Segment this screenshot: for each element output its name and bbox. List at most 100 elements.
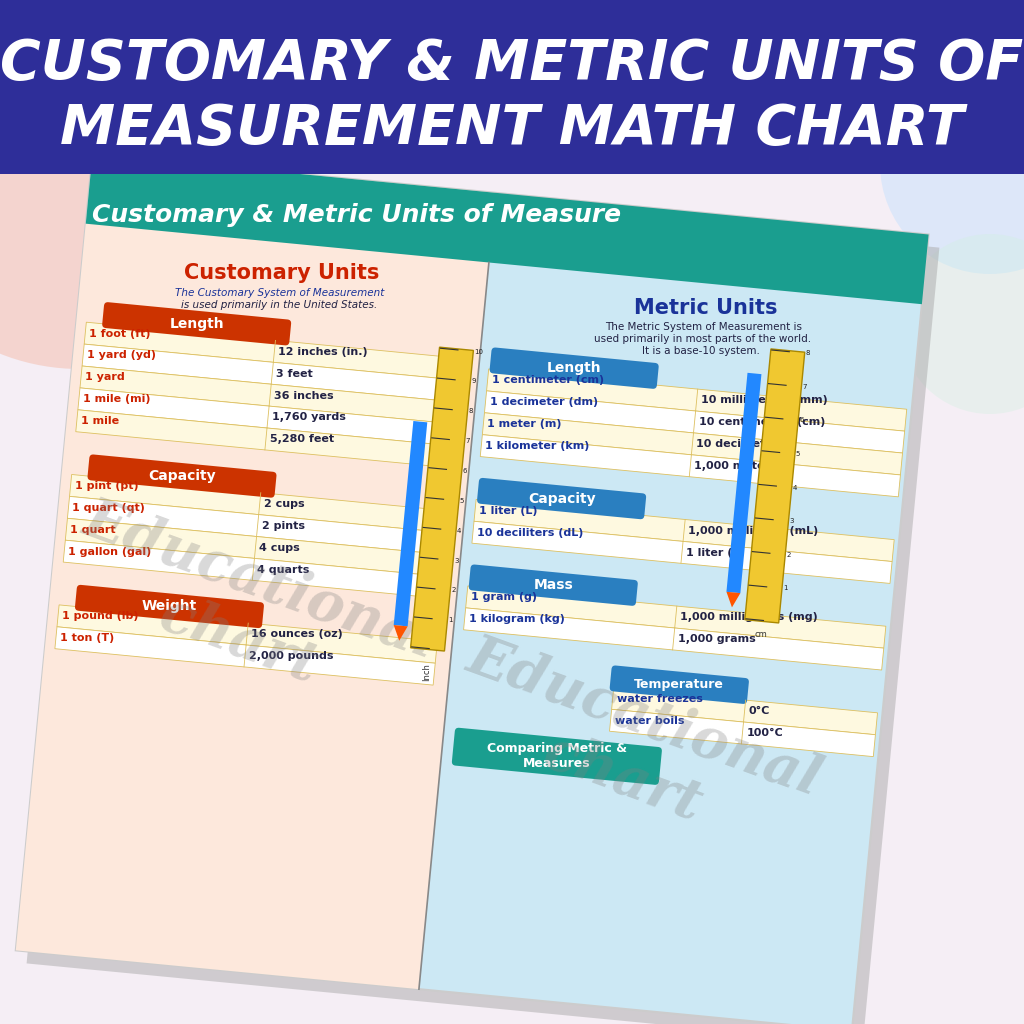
Text: Customary Units: Customary Units xyxy=(184,263,380,283)
Polygon shape xyxy=(393,625,408,641)
Text: 1 meter (m): 1 meter (m) xyxy=(487,419,562,429)
Text: 1 mile (mi): 1 mile (mi) xyxy=(83,394,151,404)
Text: 36 inches: 36 inches xyxy=(274,390,334,400)
FancyBboxPatch shape xyxy=(480,434,900,497)
Text: 7: 7 xyxy=(803,384,807,390)
FancyBboxPatch shape xyxy=(86,154,929,304)
FancyBboxPatch shape xyxy=(78,388,459,446)
FancyBboxPatch shape xyxy=(472,521,892,584)
Text: 1,000 meters: 1,000 meters xyxy=(694,461,777,471)
FancyBboxPatch shape xyxy=(55,627,435,685)
Text: 1 gram (g): 1 gram (g) xyxy=(471,592,537,602)
Text: 1 yard: 1 yard xyxy=(85,373,125,382)
Text: 16 ounces (oz): 16 ounces (oz) xyxy=(251,630,343,639)
Text: 2,000 pounds: 2,000 pounds xyxy=(249,651,334,662)
FancyBboxPatch shape xyxy=(66,518,445,577)
FancyBboxPatch shape xyxy=(452,728,662,784)
Text: 1,000 milliliters (mL): 1,000 milliliters (mL) xyxy=(688,526,818,536)
Text: Length: Length xyxy=(547,361,601,375)
FancyBboxPatch shape xyxy=(15,154,496,989)
Text: Capacity: Capacity xyxy=(148,469,216,483)
Text: 1,760 yards: 1,760 yards xyxy=(272,413,346,423)
FancyBboxPatch shape xyxy=(466,586,886,648)
FancyBboxPatch shape xyxy=(469,564,638,606)
Text: 100°C: 100°C xyxy=(746,728,783,738)
Text: 10: 10 xyxy=(474,348,483,354)
Text: 4 cups: 4 cups xyxy=(259,543,300,553)
FancyBboxPatch shape xyxy=(80,366,461,424)
Text: 10 millimeters (mm): 10 millimeters (mm) xyxy=(700,395,827,406)
FancyBboxPatch shape xyxy=(87,455,276,498)
FancyBboxPatch shape xyxy=(726,373,762,593)
Text: 1 ton (T): 1 ton (T) xyxy=(60,633,114,643)
Ellipse shape xyxy=(900,234,1024,414)
FancyBboxPatch shape xyxy=(482,413,902,475)
FancyBboxPatch shape xyxy=(744,349,805,623)
FancyBboxPatch shape xyxy=(484,391,904,453)
FancyBboxPatch shape xyxy=(68,497,447,555)
Text: 12 inches (in.): 12 inches (in.) xyxy=(279,347,368,356)
Text: 7: 7 xyxy=(466,438,470,444)
Text: water freezes: water freezes xyxy=(616,694,702,703)
Text: Temperature: Temperature xyxy=(634,678,724,691)
Text: 10 decimeters: 10 decimeters xyxy=(696,439,785,450)
Text: 2: 2 xyxy=(452,588,456,594)
FancyBboxPatch shape xyxy=(84,323,465,381)
Text: 1 liter (L): 1 liter (L) xyxy=(479,506,538,516)
Text: 1 pint (pt): 1 pint (pt) xyxy=(75,481,138,490)
FancyBboxPatch shape xyxy=(474,500,894,561)
FancyBboxPatch shape xyxy=(609,666,749,703)
Text: 1: 1 xyxy=(783,586,787,592)
Text: used primarily in most parts of the world.: used primarily in most parts of the worl… xyxy=(594,334,811,344)
Text: 9: 9 xyxy=(471,379,476,384)
Text: Educational
chart: Educational chart xyxy=(437,629,828,868)
Ellipse shape xyxy=(880,54,1024,274)
Text: 1: 1 xyxy=(449,617,453,624)
Text: 1 quart (qt): 1 quart (qt) xyxy=(73,503,145,513)
Text: Customary & Metric Units of Measure: Customary & Metric Units of Measure xyxy=(92,203,622,226)
Text: 1 pound (lb): 1 pound (lb) xyxy=(62,611,138,622)
Text: 3 feet: 3 feet xyxy=(276,369,313,379)
Text: cm: cm xyxy=(755,630,767,639)
FancyBboxPatch shape xyxy=(15,154,929,1024)
FancyBboxPatch shape xyxy=(102,302,291,345)
FancyBboxPatch shape xyxy=(75,585,264,628)
FancyBboxPatch shape xyxy=(486,369,907,431)
FancyBboxPatch shape xyxy=(477,478,646,519)
Text: It is a base-10 system.: It is a base-10 system. xyxy=(642,346,760,356)
Text: CUSTOMARY & METRIC UNITS OF: CUSTOMARY & METRIC UNITS OF xyxy=(0,37,1024,91)
Text: is used primarily in the United States.: is used primarily in the United States. xyxy=(181,300,377,309)
FancyBboxPatch shape xyxy=(57,605,437,664)
Text: The Metric System of Measurement is: The Metric System of Measurement is xyxy=(605,323,802,333)
Text: 8: 8 xyxy=(469,409,473,415)
Text: 1,000 grams: 1,000 grams xyxy=(678,634,756,644)
Text: The Customary System of Measurement: The Customary System of Measurement xyxy=(175,288,385,298)
FancyBboxPatch shape xyxy=(393,421,427,627)
FancyBboxPatch shape xyxy=(489,347,658,389)
Text: 2 cups: 2 cups xyxy=(264,499,304,509)
Text: Educational
chart: Educational chart xyxy=(54,492,444,730)
Text: 10 centimeters (cm): 10 centimeters (cm) xyxy=(698,418,825,427)
FancyBboxPatch shape xyxy=(611,687,878,735)
FancyBboxPatch shape xyxy=(76,410,456,468)
Text: 4 quarts: 4 quarts xyxy=(257,564,309,574)
Text: 2 pints: 2 pints xyxy=(261,521,304,530)
Text: Comparing Metric &
Measures: Comparing Metric & Measures xyxy=(486,742,627,770)
Text: 1 kilometer (km): 1 kilometer (km) xyxy=(485,441,590,451)
Text: 1 mile: 1 mile xyxy=(81,416,119,426)
Text: 1 gallon (gal): 1 gallon (gal) xyxy=(69,547,152,556)
FancyBboxPatch shape xyxy=(63,541,443,598)
Text: 1 foot (ft): 1 foot (ft) xyxy=(89,329,151,339)
FancyBboxPatch shape xyxy=(27,167,939,1024)
Text: Mass: Mass xyxy=(534,579,573,592)
Text: 0°C: 0°C xyxy=(749,707,770,717)
FancyBboxPatch shape xyxy=(0,0,1024,174)
Text: 1 decimeter (dm): 1 decimeter (dm) xyxy=(489,397,598,408)
Text: 1 quart: 1 quart xyxy=(71,524,116,535)
Text: 1 centimeter (cm): 1 centimeter (cm) xyxy=(492,376,604,385)
Text: 4: 4 xyxy=(793,484,797,490)
Text: 1 yard (yd): 1 yard (yd) xyxy=(87,350,156,360)
Text: 4: 4 xyxy=(457,527,462,534)
FancyBboxPatch shape xyxy=(82,344,463,402)
Text: 6: 6 xyxy=(463,468,467,474)
